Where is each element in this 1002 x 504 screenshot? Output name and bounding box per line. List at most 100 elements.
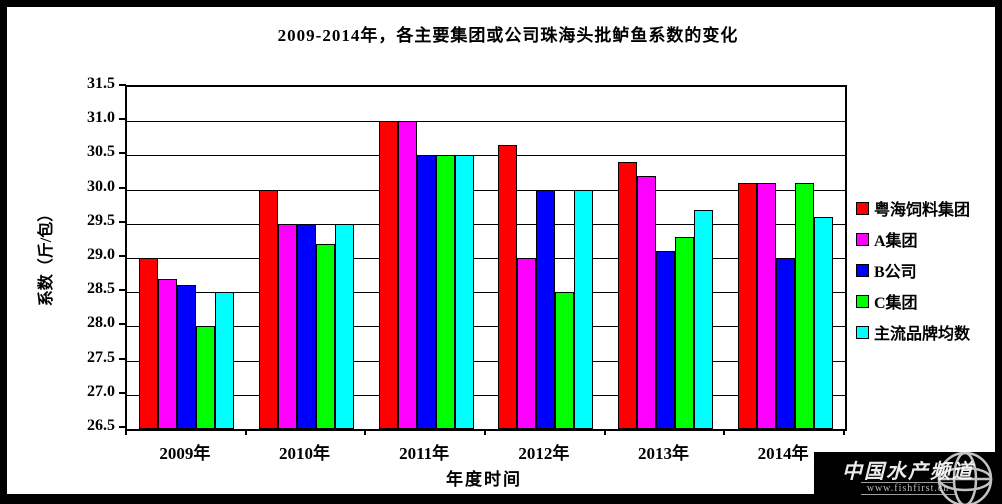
legend-label: A集团 — [874, 233, 918, 250]
bar-series3-2010年 — [316, 244, 335, 429]
y-tick-mark — [119, 289, 126, 292]
bar-group-2010年 — [247, 87, 367, 429]
y-tick-label-30.0: 30.0 — [87, 177, 115, 195]
bar-series1-2012年 — [517, 258, 537, 429]
globe-icon — [937, 451, 993, 504]
watermark: 中国水产频道 www.fishfirst.cn — [814, 451, 1002, 504]
gridline-31.0 — [127, 121, 845, 123]
chart-title: 2009-2014年，各主要集团或公司珠海头批鲈鱼系数的变化 — [277, 26, 739, 45]
y-tick-label-28.0: 28.0 — [87, 314, 115, 332]
x-category-label-2013年: 2013年 — [637, 444, 689, 463]
bar-series0-2009年 — [139, 258, 159, 429]
bar-series4-2012年 — [574, 189, 594, 429]
x-category-label-2010年: 2010年 — [278, 444, 330, 463]
y-tick-mark — [119, 152, 126, 155]
gridline-29.0 — [127, 258, 845, 259]
legend-swatch-icon — [856, 201, 869, 215]
bar-group-2012年 — [486, 87, 606, 429]
bar-series4-2009年 — [215, 292, 235, 429]
x-category-label-2011年: 2011年 — [399, 444, 450, 463]
bar-series1-2014年 — [756, 182, 776, 429]
y-tick-label-27.0: 27.0 — [87, 382, 115, 400]
y-tick-mark — [119, 186, 126, 189]
x-tick-mark — [603, 429, 606, 435]
y-tick-label-27.5: 27.5 — [87, 348, 115, 366]
legend-item-4: 主流品牌均数 — [856, 320, 970, 344]
legend-swatch-icon — [856, 325, 869, 339]
bar-series0-2014年 — [737, 182, 757, 429]
gridline-30.5 — [127, 155, 845, 157]
chart-canvas: 2009-2014年，各主要集团或公司珠海头批鲈鱼系数的变化 系数（斤/包） 2… — [7, 7, 995, 494]
y-tick-mark — [119, 426, 126, 428]
y-tick-label-28.5: 28.5 — [87, 280, 115, 298]
y-tick-mark — [119, 357, 126, 360]
bar-series2-2011年 — [416, 155, 436, 429]
legend-label: 粤海饲料集团 — [874, 202, 971, 219]
gridline-29.5 — [127, 223, 845, 225]
bar-series1-2010年 — [278, 223, 297, 429]
gridline-28.5 — [127, 292, 845, 294]
bar-series2-2013年 — [656, 251, 676, 429]
bar-series1-2009年 — [158, 278, 178, 429]
bar-group-2011年 — [366, 87, 486, 429]
bar-series3-2009年 — [196, 326, 216, 429]
x-tick-mark — [125, 429, 127, 435]
gridline-30.0 — [127, 189, 845, 191]
bar-series0-2012年 — [498, 145, 518, 429]
x-tick-mark — [364, 429, 367, 435]
y-tick-mark — [119, 323, 126, 326]
bar-series3-2011年 — [435, 155, 455, 429]
legend-item-1: A集团 — [856, 227, 970, 251]
bar-series3-2014年 — [794, 182, 814, 429]
bar-series4-2011年 — [454, 155, 474, 429]
legend-label: 主流品牌均数 — [874, 326, 971, 343]
y-tick-mark — [119, 391, 126, 394]
legend-item-2: B公司 — [856, 258, 970, 282]
bar-groups — [127, 87, 845, 429]
legend: 粤海饲料集团 A集团 B公司 C集团主流品牌均数 — [856, 196, 970, 344]
bar-series2-2010年 — [297, 223, 316, 429]
y-tick-label-31.0: 31.0 — [87, 109, 115, 127]
x-tick-mark — [843, 429, 845, 435]
bar-series3-2013年 — [675, 237, 695, 429]
y-tick-mark — [119, 84, 126, 86]
y-tick-label-29.0: 29.0 — [87, 246, 115, 263]
x-tick-mark — [244, 429, 247, 435]
bar-series0-2010年 — [259, 189, 278, 429]
y-tick-label-29.5: 29.5 — [87, 211, 115, 229]
x-category-label-2014年: 2014年 — [757, 444, 809, 463]
bar-series0-2011年 — [378, 121, 398, 429]
legend-swatch-icon — [856, 294, 869, 308]
x-axis-title: 年度时间 — [446, 470, 522, 489]
y-tick-mark — [119, 220, 126, 223]
bar-series1-2011年 — [397, 121, 417, 429]
y-tick-label-31.5: 31.5 — [87, 75, 115, 92]
bar-series0-2013年 — [618, 162, 638, 429]
x-tick-mark — [484, 429, 486, 435]
bar-series1-2013年 — [637, 175, 657, 429]
legend-item-0: 粤海饲料集团 — [856, 196, 970, 220]
gridline-28.0 — [127, 326, 845, 328]
y-axis-title: 系数（斤/包） — [38, 205, 56, 307]
gridline-27.0 — [127, 394, 845, 396]
bar-series2-2014年 — [775, 258, 795, 429]
gridline-27.5 — [127, 360, 845, 362]
plot-area — [125, 85, 847, 431]
x-category-label-2009年: 2009年 — [159, 444, 211, 463]
y-tick-label-30.5: 30.5 — [87, 143, 115, 161]
legend-item-3: C集团 — [856, 289, 970, 313]
bar-group-2014年 — [725, 87, 845, 429]
bar-series3-2012年 — [555, 292, 575, 429]
watermark-url: www.fishfirst.cn — [860, 481, 956, 495]
legend-label: B公司 — [874, 264, 917, 281]
bar-series4-2014年 — [813, 216, 833, 429]
y-tick-mark — [119, 255, 126, 257]
legend-swatch-icon — [856, 232, 869, 246]
bar-series2-2012年 — [536, 189, 556, 429]
bar-series4-2010年 — [335, 223, 354, 429]
y-tick-label-26.5: 26.5 — [87, 417, 115, 434]
watermark-title: 中国水产频道 — [842, 460, 974, 483]
legend-label: C集团 — [874, 295, 918, 312]
x-category-label-2012年: 2012年 — [518, 444, 570, 463]
